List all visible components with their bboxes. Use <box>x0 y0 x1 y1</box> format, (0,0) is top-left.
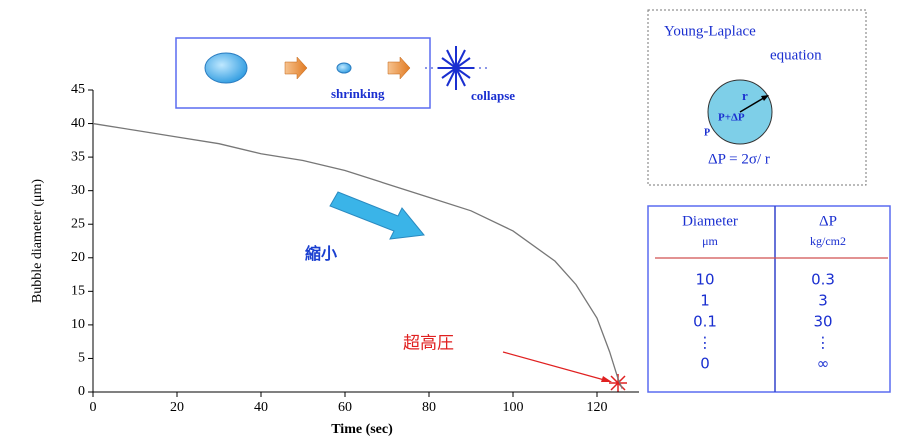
annotation: collapse <box>471 88 515 103</box>
table-cell: 30 <box>813 313 832 331</box>
table-unit: kg/cm2 <box>810 234 846 248</box>
y-tick-label: 15 <box>71 284 85 299</box>
x-tick-label: 100 <box>503 400 524 415</box>
y-tick-label: 5 <box>78 351 85 366</box>
table-cell: 0.1 <box>693 313 717 331</box>
y-tick-label: 25 <box>71 216 85 231</box>
y-tick-label: 35 <box>71 149 85 164</box>
x-tick-label: 20 <box>170 400 184 415</box>
data-line <box>93 124 622 389</box>
y-tick-label: 30 <box>71 183 85 198</box>
chart: shrinking collapse Young-Laplace equatio… <box>0 0 897 441</box>
x-axis-label: Time (sec) <box>331 422 393 437</box>
formula: ΔP = 2σ/ r <box>708 151 770 167</box>
trend-arrow <box>330 192 424 239</box>
y-axis-label: Bubble diameter (μm) <box>30 179 45 303</box>
annotation: r <box>742 88 748 103</box>
x-tick-label: 80 <box>422 400 436 415</box>
annotation: P <box>704 127 710 138</box>
table-cell: ∞ <box>817 355 830 373</box>
table-cell: 1 <box>700 292 710 310</box>
table-unit: μm <box>702 234 718 248</box>
table-header: Diameter <box>682 213 738 229</box>
annotation: 縮小 <box>305 244 337 263</box>
annotation: shrinking <box>331 86 385 101</box>
table-cell: ⋮ <box>698 334 713 352</box>
x-tick-label: 40 <box>254 400 268 415</box>
y-tick-label: 40 <box>71 116 85 131</box>
x-tick-label: 60 <box>338 400 352 415</box>
annotation: 超高圧 <box>403 333 454 352</box>
annotation: P+ΔP <box>718 112 745 124</box>
bubble-large <box>205 53 247 83</box>
y-tick-label: 10 <box>71 317 85 332</box>
x-tick-label: 120 <box>587 400 608 415</box>
table-cell: 10 <box>695 271 714 289</box>
y-tick-label: 0 <box>78 384 85 399</box>
y-tick-label: 20 <box>71 250 85 265</box>
table-cell: ⋮ <box>816 334 831 352</box>
pointer-head <box>601 376 612 382</box>
table-cell: 0 <box>700 355 710 373</box>
table-header: ΔP <box>819 213 837 229</box>
x-tick-label: 0 <box>90 400 97 415</box>
equation-title: Young-Laplace <box>664 23 756 39</box>
table-box <box>648 206 890 392</box>
table-cell: 3 <box>818 292 828 310</box>
equation-subtitle: equation <box>770 47 822 63</box>
bubble-small <box>337 63 351 73</box>
pointer-arrow <box>503 352 608 381</box>
table-cell: 0.3 <box>811 271 835 289</box>
y-tick-label: 45 <box>71 82 85 97</box>
